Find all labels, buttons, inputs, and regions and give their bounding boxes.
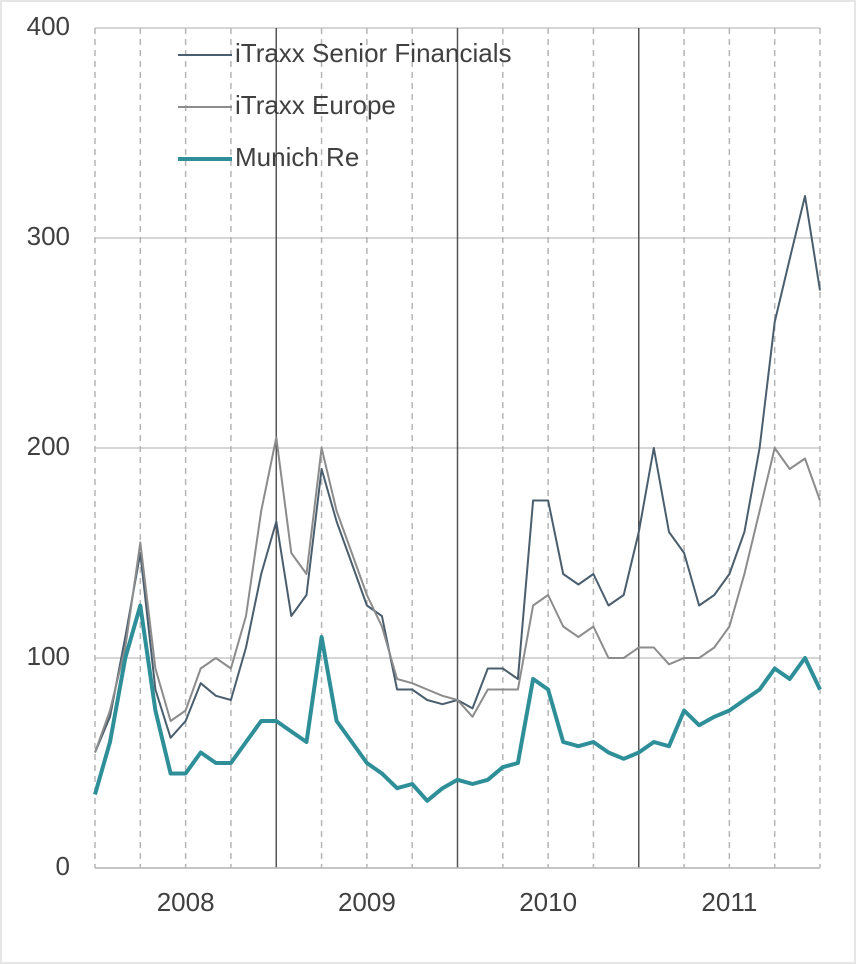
legend-label: iTraxx Senior Financials	[235, 38, 511, 68]
y-tick-label: 100	[27, 641, 70, 671]
series-line	[94, 436, 821, 753]
x-tick-label: 2010	[519, 887, 577, 917]
series-line	[93, 603, 822, 803]
y-tick-label: 200	[27, 431, 70, 461]
x-tick-label: 2009	[338, 887, 396, 917]
y-tick-label: 400	[27, 11, 70, 41]
y-tick-label: 0	[56, 851, 70, 881]
legend-label: iTraxx Europe	[235, 90, 396, 120]
x-tick-label: 2008	[157, 887, 215, 917]
legend-label: Munich Re	[235, 142, 359, 172]
y-tick-label: 300	[27, 221, 70, 251]
x-tick-label: 2011	[701, 887, 757, 917]
